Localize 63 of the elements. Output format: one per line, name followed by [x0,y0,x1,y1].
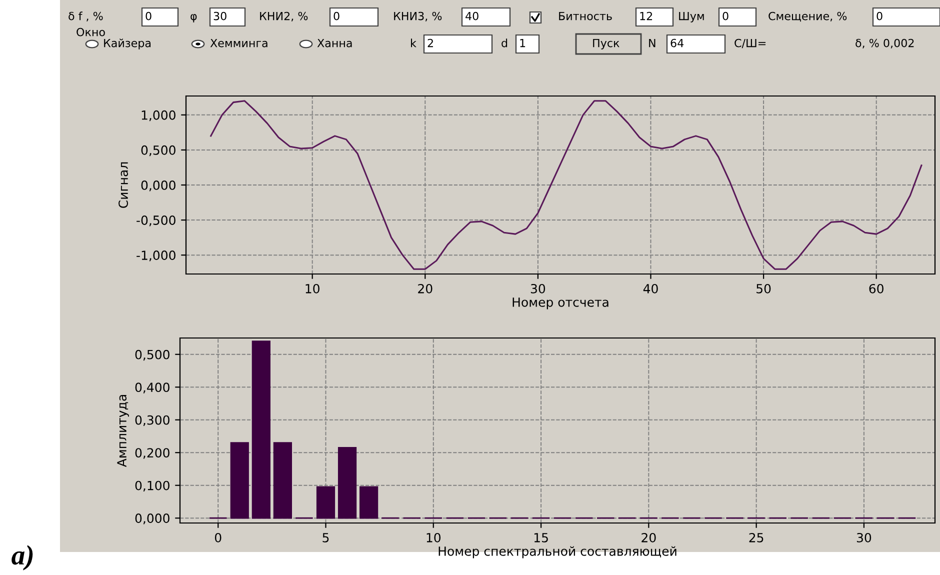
text: δ f , % [68,12,103,22]
y-tick-label: 0,400 [135,382,170,394]
y-tick-label: 0,000 [135,514,170,524]
x-tick-label: 10 [306,284,320,294]
text: Ханна [317,38,352,48]
bar [273,442,292,519]
x-tick-label: 60 [869,284,884,294]
x-tick-label: 10 [426,532,441,542]
y-tick-label: -1,000 [136,250,176,262]
text: φ [190,14,197,22]
y-axis-title: Амплитуда [117,395,129,468]
bar [316,486,336,519]
text: С/Ш= [734,38,766,48]
text: δ, % 0,002 [856,38,914,48]
text: 64 [670,38,684,48]
text: Смещение, % [768,12,847,22]
x-tick-label: 30 [856,532,872,542]
x-tick-label: 40 [643,284,658,294]
x-tick-label: 15 [534,533,548,542]
bar [252,340,270,519]
text: 12 [640,12,652,20]
text: КНИ2, % [260,12,308,22]
y-tick-label: 0,100 [135,480,170,492]
text: 2 [428,38,433,48]
text: d [502,38,508,48]
text: Пуск [593,38,620,50]
text: N [649,38,656,48]
x-tick-label: 25 [749,532,764,542]
text: а) [12,545,33,570]
x-tick-label: 5 [322,533,329,542]
text: Шум [679,12,704,22]
text: Кайзера [104,38,151,50]
y-tick-label: -0,500 [136,216,176,226]
y-tick-label: 0,200 [135,448,170,459]
bar [230,442,249,519]
y-tick-label: 1,000 [142,110,176,122]
x-axis-title: Номер отсчета [512,298,608,310]
bar [359,486,378,519]
text: 0 [722,12,728,20]
text: 1 [520,38,526,48]
text: Хемминга [210,38,268,48]
y-tick-label: 0,000 [141,180,176,192]
text: 30 [214,12,226,20]
text: КНИ3, % [394,12,442,22]
text: 40 [466,12,478,20]
y-axis-title: Сигнал [118,162,128,208]
text: Битность [559,12,612,20]
y-tick-label: 0,500 [135,350,170,361]
x-tick-label: 20 [418,284,432,294]
text: Окно [76,28,105,36]
line-series [210,100,922,270]
bar [338,446,357,519]
y-tick-label: 0,300 [135,415,170,426]
text: 0 [146,12,152,20]
text: 0 [334,12,340,20]
x-axis-title: Номер спектральной составляющей [438,546,676,558]
x-tick-label: 30 [530,284,546,294]
x-tick-label: 20 [642,532,656,542]
x-tick-label: 50 [756,284,771,294]
text: 0 [876,12,882,20]
x-tick-label: 0 [214,532,222,542]
y-tick-label: 0,500 [141,145,176,156]
text: k [411,38,416,48]
